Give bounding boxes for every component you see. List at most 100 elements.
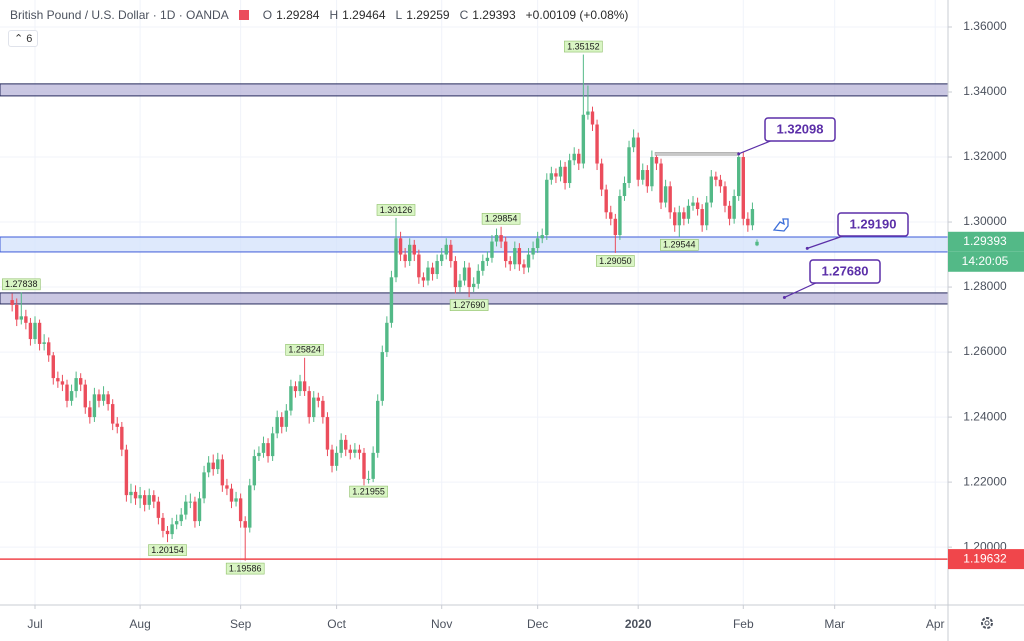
candle-body bbox=[513, 248, 517, 265]
price-label-box bbox=[148, 544, 187, 556]
candle-body bbox=[700, 209, 704, 226]
candle-body bbox=[243, 521, 247, 528]
candle-body bbox=[229, 488, 234, 502]
x-tick-label: Jul bbox=[27, 617, 42, 631]
settings-button[interactable] bbox=[981, 617, 993, 629]
price-label-box bbox=[225, 562, 265, 575]
price-label: 1.29544 bbox=[663, 240, 696, 250]
candle-body bbox=[133, 491, 138, 499]
candle-body bbox=[197, 498, 202, 522]
y-tick-label: 1.36000 bbox=[963, 19, 1007, 33]
candle-body bbox=[531, 248, 535, 255]
candle-body bbox=[147, 495, 151, 505]
candle-body bbox=[385, 322, 389, 353]
candle-body bbox=[567, 160, 572, 184]
candle-body bbox=[211, 462, 215, 470]
price-label-box bbox=[376, 204, 416, 216]
candle-body bbox=[691, 202, 695, 206]
price-label: 1.19586 bbox=[229, 563, 262, 573]
support-price: 1.19632 bbox=[963, 551, 1007, 565]
candle-body bbox=[439, 254, 444, 262]
price-label: 1.27838 bbox=[5, 279, 38, 289]
indicators-toggle[interactable]: ⌃ 6 bbox=[8, 30, 39, 47]
candle-body bbox=[631, 137, 636, 148]
candle-body bbox=[161, 517, 165, 531]
candle-body bbox=[69, 391, 74, 401]
candle-body bbox=[458, 280, 462, 288]
x-tick-label: Sep bbox=[230, 617, 252, 631]
candle-body bbox=[220, 459, 225, 486]
x-tick-label: Feb bbox=[733, 617, 754, 631]
candle-body bbox=[595, 124, 599, 164]
candle-body bbox=[503, 241, 508, 262]
candle-body bbox=[727, 205, 732, 219]
candle-body bbox=[33, 322, 37, 340]
candle-body bbox=[129, 491, 133, 496]
candle-body bbox=[348, 449, 353, 453]
candle-body bbox=[321, 400, 325, 418]
candle-body bbox=[517, 248, 522, 265]
price-label: 1.30126 bbox=[380, 205, 413, 215]
candle-body bbox=[83, 384, 87, 408]
axes: 1.200001.220001.240001.260001.280001.300… bbox=[27, 19, 1024, 631]
candle-body bbox=[417, 254, 421, 278]
candle-body bbox=[485, 257, 490, 262]
candle-body bbox=[540, 235, 544, 239]
candle-body bbox=[408, 244, 412, 262]
gear-icon[interactable] bbox=[981, 617, 993, 629]
candle-body bbox=[142, 495, 147, 505]
field: H bbox=[329, 8, 339, 22]
candle-body bbox=[206, 462, 211, 473]
price-label-box bbox=[285, 343, 324, 356]
candle-body bbox=[284, 410, 289, 427]
field-value: 1.29464 bbox=[342, 8, 386, 22]
candle-body bbox=[604, 189, 608, 213]
candle-body bbox=[549, 173, 554, 180]
candle-body bbox=[179, 514, 183, 522]
candle-body bbox=[499, 235, 503, 242]
callout-anchor bbox=[737, 152, 741, 156]
candle-body bbox=[705, 202, 709, 226]
candle-body bbox=[88, 407, 92, 418]
candle-body bbox=[650, 157, 654, 187]
candle-body bbox=[266, 443, 270, 457]
candle-body bbox=[28, 322, 33, 340]
callout-pointer bbox=[784, 281, 819, 299]
candle-body bbox=[371, 452, 375, 479]
candle-body bbox=[376, 400, 380, 453]
candle-body bbox=[97, 394, 101, 401]
candle-body bbox=[613, 218, 618, 236]
gear-hub[interactable] bbox=[984, 620, 990, 626]
candle-body bbox=[289, 386, 293, 411]
candle-body bbox=[252, 456, 257, 486]
candle-body bbox=[563, 166, 567, 184]
countdown: 14:20:05 bbox=[962, 254, 1009, 268]
cursor-icon bbox=[772, 218, 789, 232]
candle-body bbox=[275, 417, 279, 434]
price-label: 1.25824 bbox=[288, 345, 321, 355]
callout-label: 1.32098 bbox=[777, 121, 824, 136]
candle-body bbox=[138, 495, 142, 499]
candle-body bbox=[554, 173, 558, 177]
candle-body bbox=[622, 183, 627, 197]
candle-body bbox=[74, 378, 78, 392]
candle-body bbox=[362, 452, 366, 479]
candle-body bbox=[709, 176, 713, 203]
candle-body bbox=[10, 300, 14, 305]
candle-body bbox=[494, 235, 499, 242]
candle-body bbox=[312, 397, 316, 418]
y-tick-label: 1.34000 bbox=[963, 84, 1007, 98]
candle-body bbox=[714, 176, 718, 180]
candle-body bbox=[627, 147, 631, 184]
candle-body bbox=[654, 157, 659, 164]
candle-body bbox=[659, 163, 663, 203]
candle-body bbox=[293, 386, 298, 392]
candle-body bbox=[453, 261, 458, 288]
candle-body bbox=[421, 277, 426, 281]
y-tick-label: 1.30000 bbox=[963, 214, 1007, 228]
callout-box bbox=[809, 259, 881, 284]
candle-body bbox=[535, 238, 540, 249]
candle-body bbox=[156, 501, 161, 518]
